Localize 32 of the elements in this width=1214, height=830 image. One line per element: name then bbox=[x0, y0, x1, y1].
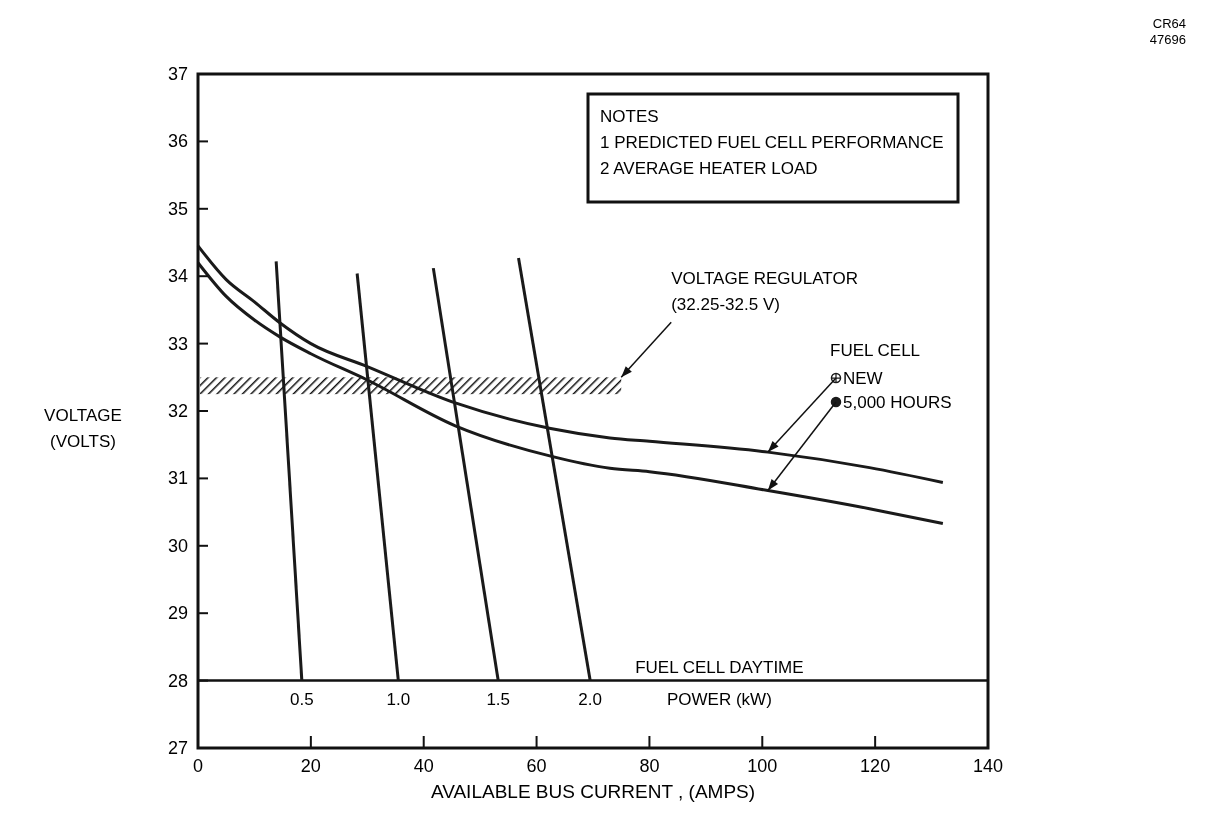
annotation: NOTES 1 PREDICTED FUEL CELL PERFORMANCE 2 AVERAGE HEATER LOAD bbox=[600, 107, 944, 178]
y-tick-label: 28 bbox=[167, 670, 188, 691]
y-tick-label: 30 bbox=[167, 535, 188, 556]
x-tick-label: 140 bbox=[972, 756, 1004, 776]
ref-line-label: FUEL CELL DAYTIME POWER (kW) bbox=[635, 657, 804, 709]
x-tick-label: 80 bbox=[639, 756, 660, 776]
x-tick-label: 0 bbox=[192, 756, 204, 776]
series-label: 0.5 bbox=[290, 689, 314, 709]
legend-title: FUEL CELL bbox=[830, 341, 921, 361]
x-tick-label: 60 bbox=[526, 756, 547, 776]
legend-label: 5,000 HOURS bbox=[843, 393, 952, 413]
y-axis-title: VOLTAGE (VOLTS) bbox=[44, 406, 122, 451]
series-label: 1.5 bbox=[486, 689, 511, 709]
annotation: VOLTAGE REGULATOR (32.25-32.5 V) bbox=[671, 269, 858, 315]
y-tick-label: 27 bbox=[167, 738, 188, 758]
y-tick-label: 35 bbox=[167, 198, 188, 219]
y-tick-label: 33 bbox=[167, 333, 188, 354]
y-tick-label: 37 bbox=[167, 64, 188, 84]
y-tick-label: 31 bbox=[167, 468, 188, 489]
series-label: 2.0 bbox=[578, 689, 602, 709]
x-axis-title: AVAILABLE BUS CURRENT , (AMPS) bbox=[430, 781, 756, 802]
series-label: 1.0 bbox=[386, 689, 411, 709]
x-tick-label: 100 bbox=[747, 756, 778, 776]
x-tick-label: 120 bbox=[860, 756, 891, 776]
y-tick-label: 29 bbox=[167, 603, 188, 624]
legend-label: NEW bbox=[843, 369, 883, 389]
x-tick-label: 40 bbox=[413, 756, 434, 776]
text: CR64 47696 bbox=[1149, 16, 1186, 47]
y-tick-label: 34 bbox=[167, 266, 188, 287]
y-tick-label: 32 bbox=[167, 401, 188, 421]
y-tick-label: 36 bbox=[167, 131, 188, 152]
x-tick-label: 20 bbox=[300, 756, 321, 776]
